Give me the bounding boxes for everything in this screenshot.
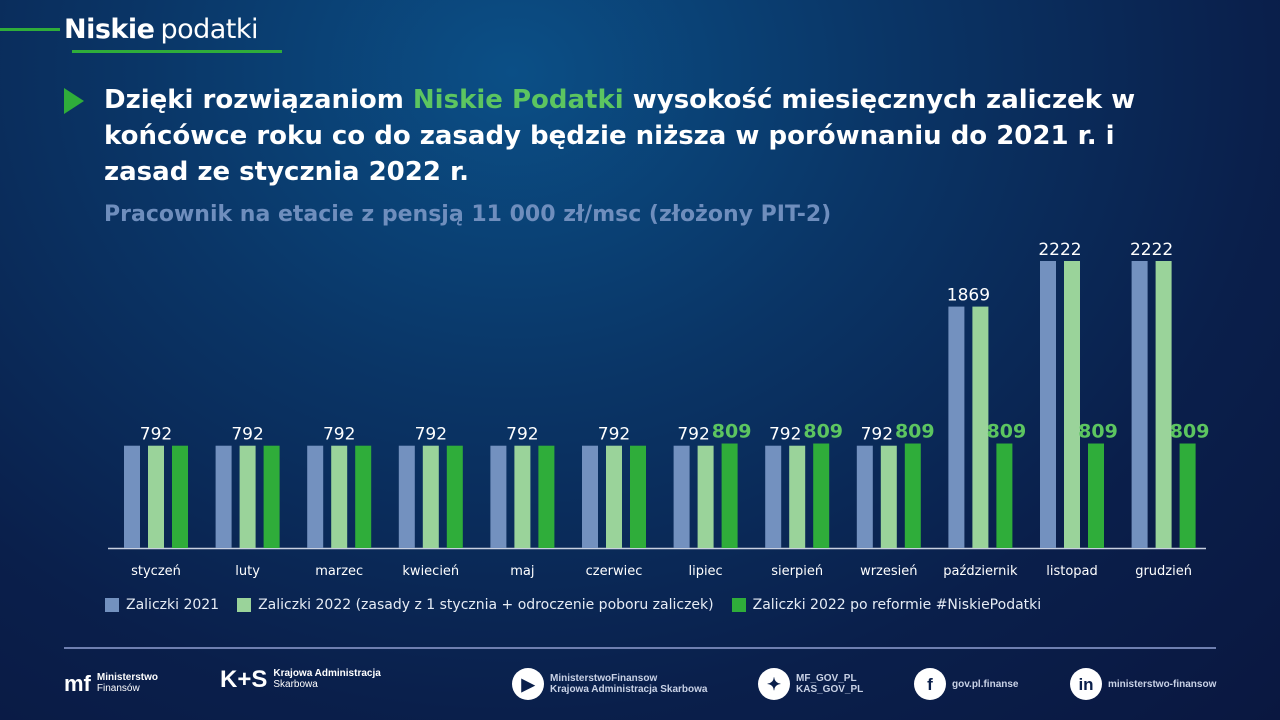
data-label: 2222 bbox=[1130, 240, 1173, 260]
x-tick-label: maj bbox=[510, 564, 534, 579]
x-tick-label: styczeń bbox=[131, 564, 181, 579]
facebook-icon: f bbox=[914, 668, 946, 700]
bar bbox=[148, 445, 164, 548]
x-tick-label: sierpień bbox=[771, 564, 823, 579]
bar bbox=[1064, 261, 1080, 548]
x-tick-label: listopad bbox=[1046, 564, 1098, 579]
legend-item-reform: Zaliczki 2022 po reformie #NiskiePodatki bbox=[731, 597, 1041, 613]
linkedin-icon: in bbox=[1070, 668, 1102, 700]
x-tick-label: czerwiec bbox=[586, 564, 643, 579]
linkedin-link[interactable]: in ministerstwo-finansow bbox=[1070, 668, 1216, 700]
twitter-link[interactable]: ✦ MF_GOV_PL KAS_GOV_PL bbox=[758, 668, 863, 700]
x-tick-label: marzec bbox=[315, 564, 363, 579]
data-label-reform: 809 bbox=[895, 421, 935, 443]
x-tick-label: wrzesień bbox=[860, 564, 917, 579]
kas-logo: K+S Krajowa Administracja Skarbowa bbox=[220, 665, 381, 693]
bar bbox=[789, 445, 806, 548]
bar bbox=[307, 445, 324, 548]
bar bbox=[1131, 261, 1148, 548]
legend: Zaliczki 2021 Zaliczki 2022 (zasady z 1 … bbox=[105, 597, 1041, 613]
bar bbox=[331, 445, 348, 548]
data-label: 792 bbox=[677, 425, 709, 445]
data-label: 1869 bbox=[947, 286, 990, 306]
facebook-link[interactable]: f gov.pl.finanse bbox=[914, 668, 1019, 700]
bar bbox=[263, 445, 280, 548]
twitter-icon: ✦ bbox=[758, 668, 790, 700]
x-tick-label: październik bbox=[943, 564, 1018, 579]
chart-subtitle: Pracownik na etacie z pensją 11 000 zł/m… bbox=[104, 202, 832, 227]
data-label-reform: 809 bbox=[803, 421, 843, 443]
bar bbox=[948, 306, 965, 548]
headline: Dzięki rozwiązaniom Niskie Podatki wysok… bbox=[104, 85, 1136, 187]
bar bbox=[856, 445, 873, 548]
brand-arrow-line bbox=[0, 28, 60, 31]
bar bbox=[1088, 443, 1104, 548]
brand-underline bbox=[72, 50, 282, 53]
x-tick-label: lipiec bbox=[688, 564, 722, 579]
data-label: 792 bbox=[140, 425, 172, 445]
data-label: 792 bbox=[323, 425, 355, 445]
bar bbox=[673, 445, 690, 548]
data-label-reform: 809 bbox=[712, 421, 752, 443]
bar bbox=[538, 445, 555, 548]
bar bbox=[813, 443, 830, 548]
data-label: 792 bbox=[415, 425, 447, 445]
bar bbox=[582, 445, 598, 548]
play-arrow-icon bbox=[64, 88, 84, 114]
bar bbox=[606, 445, 622, 548]
bar bbox=[422, 445, 439, 548]
bar bbox=[124, 445, 140, 548]
bar bbox=[972, 306, 989, 548]
youtube-link[interactable]: ▶ MinisterstwoFinansow Krajowa Administrac… bbox=[512, 668, 707, 700]
bar bbox=[1179, 443, 1196, 548]
data-label-reform: 809 bbox=[1078, 421, 1118, 443]
bar bbox=[398, 445, 415, 548]
x-tick-label: grudzień bbox=[1135, 564, 1192, 579]
bar bbox=[446, 445, 463, 548]
footer-divider bbox=[64, 647, 1216, 649]
data-label: 792 bbox=[861, 425, 893, 445]
bar bbox=[1155, 261, 1172, 548]
data-label: 792 bbox=[506, 425, 538, 445]
bar bbox=[697, 445, 714, 548]
bar bbox=[1040, 261, 1056, 548]
bar bbox=[355, 445, 372, 548]
footer: mf Ministerstwo Finansów K+S Krajowa Admini… bbox=[0, 664, 1280, 714]
youtube-icon: ▶ bbox=[512, 668, 544, 700]
data-label: 2222 bbox=[1038, 240, 1081, 260]
mf-logo: mf Ministerstwo Finansów bbox=[64, 670, 159, 696]
bar bbox=[215, 445, 232, 548]
data-label: 792 bbox=[769, 425, 801, 445]
legend-item-2022: Zaliczki 2022 (zasady z 1 stycznia + odr… bbox=[237, 597, 714, 613]
bar bbox=[172, 445, 188, 548]
data-label-reform: 809 bbox=[1170, 421, 1210, 443]
bar bbox=[996, 443, 1013, 548]
bar bbox=[239, 445, 256, 548]
bar bbox=[721, 443, 738, 548]
x-tick-label: kwiecień bbox=[402, 564, 459, 579]
bar bbox=[630, 445, 646, 548]
data-label: 792 bbox=[598, 425, 630, 445]
x-tick-label: luty bbox=[235, 564, 260, 579]
bar bbox=[514, 445, 531, 548]
bar bbox=[490, 445, 507, 548]
legend-item-2021: Zaliczki 2021 bbox=[105, 597, 219, 613]
bar bbox=[765, 445, 782, 548]
data-label-reform: 809 bbox=[987, 421, 1027, 443]
bar bbox=[904, 443, 921, 548]
brand-logo: Niskie podatki bbox=[64, 14, 259, 45]
data-label: 792 bbox=[231, 425, 263, 445]
bar bbox=[880, 445, 897, 548]
